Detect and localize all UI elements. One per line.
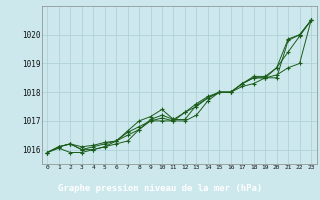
Text: Graphe pression niveau de la mer (hPa): Graphe pression niveau de la mer (hPa) <box>58 184 262 193</box>
